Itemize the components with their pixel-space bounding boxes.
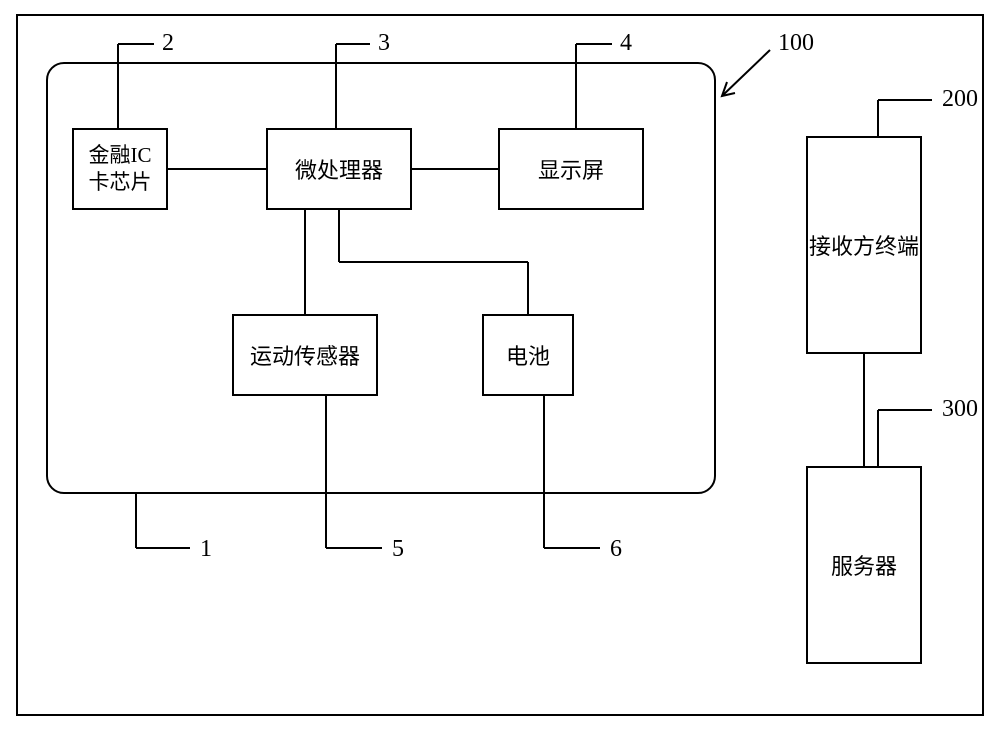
box-mpu-label: 微处理器 xyxy=(295,153,383,185)
label-200: 200 xyxy=(942,86,978,113)
label-2: 2 xyxy=(162,30,174,57)
label-1: 1 xyxy=(200,536,212,563)
box-sensor-label: 运动传感器 xyxy=(250,339,360,371)
label-100: 100 xyxy=(778,30,814,57)
label-3: 3 xyxy=(378,30,390,57)
label-4: 4 xyxy=(620,30,632,57)
box-display: 显示屏 xyxy=(498,128,644,210)
box-ic-chip-label: 金融IC 卡芯片 xyxy=(89,142,152,197)
label-5: 5 xyxy=(392,536,404,563)
box-sensor: 运动传感器 xyxy=(232,314,378,396)
label-6: 6 xyxy=(610,536,622,563)
label-300: 300 xyxy=(942,396,978,423)
box-mpu: 微处理器 xyxy=(266,128,412,210)
device-container xyxy=(46,62,716,494)
box-server-label: 服务器 xyxy=(831,549,897,581)
box-battery: 电池 xyxy=(482,314,574,396)
box-ic-chip: 金融IC 卡芯片 xyxy=(72,128,168,210)
diagram-canvas: 金融IC 卡芯片 微处理器 显示屏 运动传感器 电池 接收方终端 服务器 1 2… xyxy=(0,0,1000,729)
box-battery-label: 电池 xyxy=(506,339,550,371)
box-display-label: 显示屏 xyxy=(538,153,604,185)
box-server: 服务器 xyxy=(806,466,922,664)
box-receiver: 接收方终端 xyxy=(806,136,922,354)
box-receiver-label: 接收方终端 xyxy=(809,229,919,261)
